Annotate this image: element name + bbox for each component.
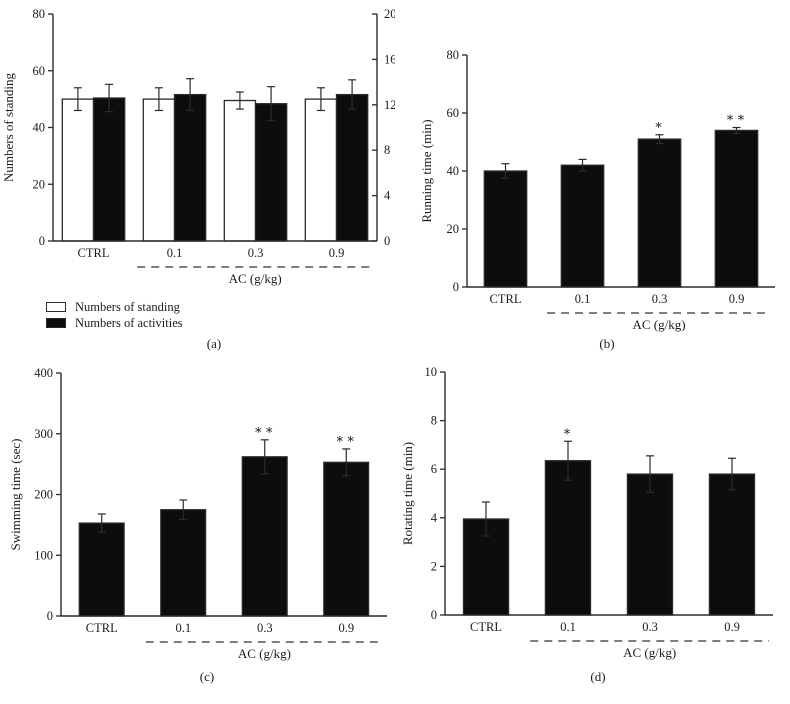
panel-d: CTRL ∗ 0.1 0.3 0.9 0 2 4 6 8 10 Rotating time (min)… (395, 352, 790, 704)
y-axis-title-left: Rotating time (min) (400, 442, 415, 545)
bar-swimming-time-CTRL (78, 522, 125, 617)
legend-item-activities: Numbers of activities (46, 315, 183, 331)
y-tick-label-left: 80 (33, 7, 46, 21)
y-tick-label-left: 0 (47, 609, 53, 623)
y-tick-label-right: 0 (384, 234, 390, 248)
legend: Numbers of standing Numbers of activitie… (46, 299, 183, 331)
bar-numbers-of-activities-0.3 (254, 103, 288, 242)
y-tick-label-left: 10 (425, 365, 438, 379)
x-tick-label-0.3: 0.3 (652, 292, 668, 306)
bar-numbers-of-standing-0.3 (223, 99, 257, 242)
x-tick-label-0.9: 0.9 (329, 246, 345, 260)
y-tick-label-left: 40 (33, 121, 46, 135)
y-tick-label-right: 8 (384, 143, 390, 157)
bar-swimming-time-0.9 (323, 461, 370, 617)
legend-swatch-black (46, 318, 66, 328)
significance-marker: ∗∗ (254, 422, 276, 437)
x-tick-label-0.9: 0.9 (724, 620, 740, 634)
y-tick-label-left: 40 (447, 164, 460, 178)
legend-item-standing: Numbers of standing (46, 299, 183, 315)
bar-rotating-time-0.1 (544, 460, 592, 616)
y-tick-label-left: 60 (33, 64, 46, 78)
x-tick-label-0.1: 0.1 (575, 292, 591, 306)
bar-numbers-of-standing-0.9 (304, 98, 338, 242)
y-tick-label-left: 0 (453, 280, 459, 294)
y-tick-label-left: 0 (431, 608, 437, 622)
x-tick-label-0.3: 0.3 (248, 246, 264, 260)
y-tick-label-left: 200 (34, 488, 53, 502)
significance-marker: ∗ (563, 423, 574, 438)
chart-d-rotating-time: CTRL ∗ 0.1 0.3 0.9 0 2 4 6 8 10 Rotating time (min)… (400, 365, 773, 660)
significance-marker: ∗∗ (726, 110, 748, 125)
y-tick-label-left: 20 (33, 177, 46, 191)
y-axis-title-left: Running time (min) (419, 119, 434, 222)
dose-group-label: AC (g/kg) (229, 271, 282, 286)
y-tick-label-right: 12 (384, 98, 395, 112)
bar-numbers-of-activities-CTRL (92, 97, 126, 242)
bar-swimming-time-0.3 (241, 456, 288, 617)
y-axis-title-left: Numbers of standing (1, 72, 16, 182)
y-tick-label-right: 4 (384, 189, 391, 203)
y-tick-label-left: 6 (431, 462, 437, 476)
x-tick-label-0.9: 0.9 (338, 621, 354, 635)
x-tick-label-0.3: 0.3 (642, 620, 658, 634)
bar-rotating-time-0.3 (626, 473, 674, 616)
caption-a: (a) (206, 336, 222, 351)
bar-numbers-of-activities-0.1 (173, 93, 207, 242)
legend-label-standing: Numbers of standing (75, 299, 180, 314)
bar-running-time-0.9 (714, 129, 759, 288)
y-tick-label-left: 400 (34, 366, 53, 380)
bar-running-time-CTRL (483, 170, 528, 288)
chart-b-running-time: CTRL 0.1 ∗ 0.3 ∗∗ 0.9 0 20 40 60 80 Running time (m… (419, 48, 775, 332)
bar-numbers-of-standing-CTRL (61, 98, 95, 242)
x-tick-label-0.1: 0.1 (560, 620, 576, 634)
bar-running-time-0.3 (637, 138, 682, 288)
panel-c: CTRL 0.1 ∗∗ 0.3 ∗∗ 0.9 0 100 200 300 400 Swimming t… (0, 352, 395, 704)
x-tick-label-CTRL: CTRL (86, 621, 118, 635)
x-tick-label-0.1: 0.1 (167, 246, 183, 260)
y-tick-label-left: 2 (431, 559, 437, 573)
significance-marker: ∗∗ (335, 431, 357, 446)
panel-b: CTRL 0.1 ∗ 0.3 ∗∗ 0.9 0 20 40 60 80 Running time (m… (395, 0, 790, 352)
y-tick-label-left: 60 (447, 106, 460, 120)
bar-swimming-time-0.1 (160, 509, 207, 617)
x-tick-label-0.3: 0.3 (257, 621, 273, 635)
legend-swatch-white (46, 302, 66, 312)
x-tick-label-CTRL: CTRL (490, 292, 522, 306)
y-tick-label-right: 16 (384, 52, 395, 66)
y-tick-label-left: 20 (447, 222, 460, 236)
y-tick-label-left: 300 (34, 427, 53, 441)
x-tick-label-0.1: 0.1 (175, 621, 191, 635)
bar-rotating-time-0.9 (708, 473, 756, 616)
y-tick-label-left: 80 (447, 48, 460, 62)
caption-d: (d) (590, 669, 606, 684)
y-tick-label-left: 0 (39, 234, 45, 248)
significance-marker: ∗ (654, 117, 665, 132)
caption-c: (c) (199, 669, 215, 684)
y-tick-label-left: 8 (431, 414, 437, 428)
panel-a: CTRL 0.1 0.3 0.9 0 20 40 60 80 Numbers of standin… (0, 0, 395, 352)
bar-numbers-of-activities-0.9 (335, 93, 369, 242)
legend-label-activities: Numbers of activities (75, 315, 183, 330)
bar-running-time-0.1 (560, 164, 605, 288)
y-tick-label-left: 4 (431, 511, 438, 525)
x-tick-label-0.9: 0.9 (729, 292, 745, 306)
dose-group-label: AC (g/kg) (623, 645, 676, 660)
chart-c-swimming-time: CTRL 0.1 ∗∗ 0.3 ∗∗ 0.9 0 100 200 300 400 Swimming t… (8, 366, 387, 661)
y-tick-label-right: 20 (384, 7, 395, 21)
dose-group-label: AC (g/kg) (632, 317, 685, 332)
y-axis-title-left: Swimming time (sec) (8, 439, 23, 551)
bar-numbers-of-standing-0.1 (142, 98, 176, 242)
caption-b: (b) (599, 336, 615, 351)
y-tick-label-left: 100 (34, 548, 53, 562)
dose-group-label: AC (g/kg) (238, 646, 291, 661)
x-tick-label-CTRL: CTRL (470, 620, 502, 634)
x-tick-label-CTRL: CTRL (78, 246, 110, 260)
